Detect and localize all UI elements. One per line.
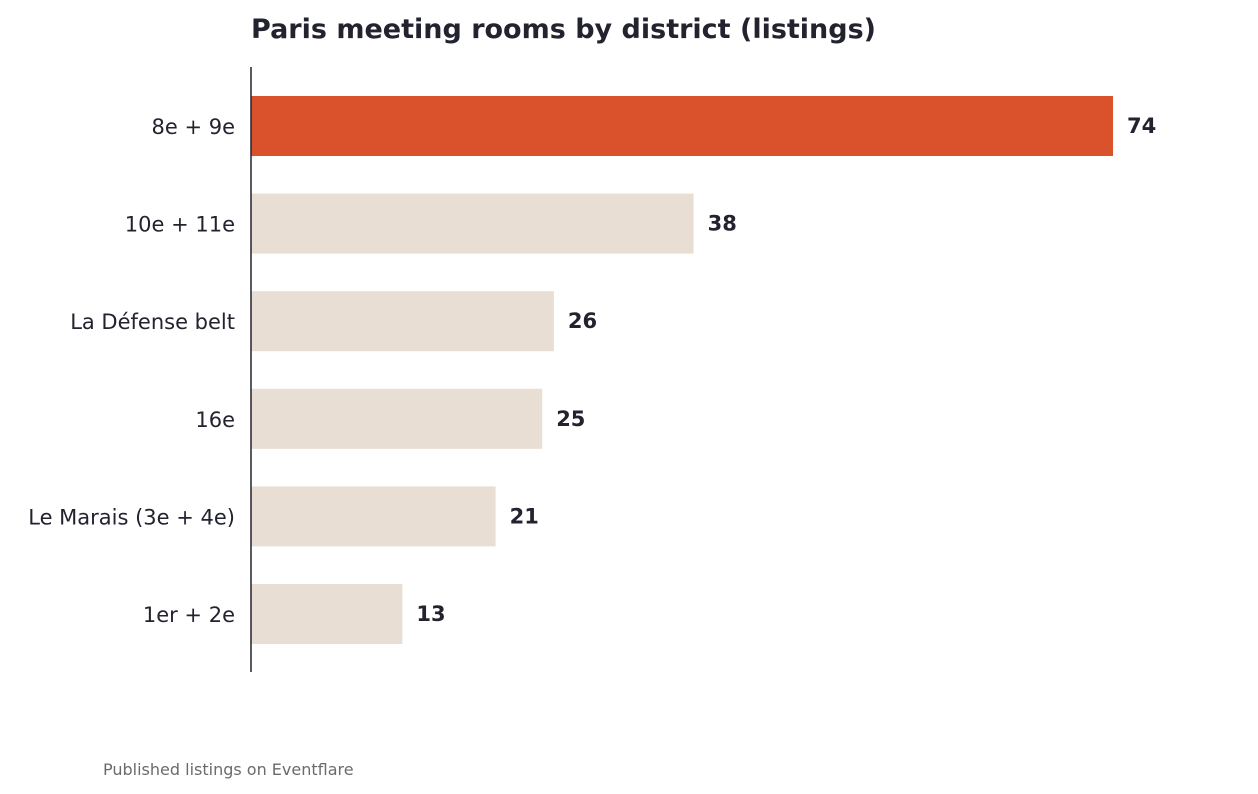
category-label-la-d-fense-belt: La Défense belt (70, 310, 235, 334)
category-label-10e-11e: 10e + 11e (125, 213, 235, 237)
bars-group: 8e + 9e 74 10e + 11e 38 La Défense belt 26 16e… (28, 96, 1156, 644)
value-label-10e-11e: 38 (708, 212, 737, 236)
chart-title: Paris meeting rooms by district (listing… (251, 14, 876, 45)
category-label-8e-9e: 8e + 9e (151, 115, 235, 139)
bar-10e-11e (251, 193, 694, 254)
value-label-le-marais-3e-4e: 21 (510, 504, 539, 528)
category-label-le-marais-3e-4e: Le Marais (3e + 4e) (28, 505, 235, 529)
bar-8e-9e (251, 96, 1113, 156)
bar-16e (251, 388, 543, 449)
value-label-1er-2e: 13 (416, 602, 445, 626)
bar-1er-2e (251, 584, 403, 644)
bar-le-marais-3e-4e (251, 486, 496, 547)
value-label-la-d-fense-belt: 26 (568, 309, 597, 333)
footnote: Published listings on Eventflare (103, 760, 354, 779)
bar-la-d-fense-belt (251, 291, 554, 352)
category-label-16e: 16e (195, 408, 235, 432)
value-label-16e: 25 (556, 407, 585, 431)
value-label-8e-9e: 74 (1127, 114, 1156, 138)
category-label-1er-2e: 1er + 2e (143, 603, 235, 627)
